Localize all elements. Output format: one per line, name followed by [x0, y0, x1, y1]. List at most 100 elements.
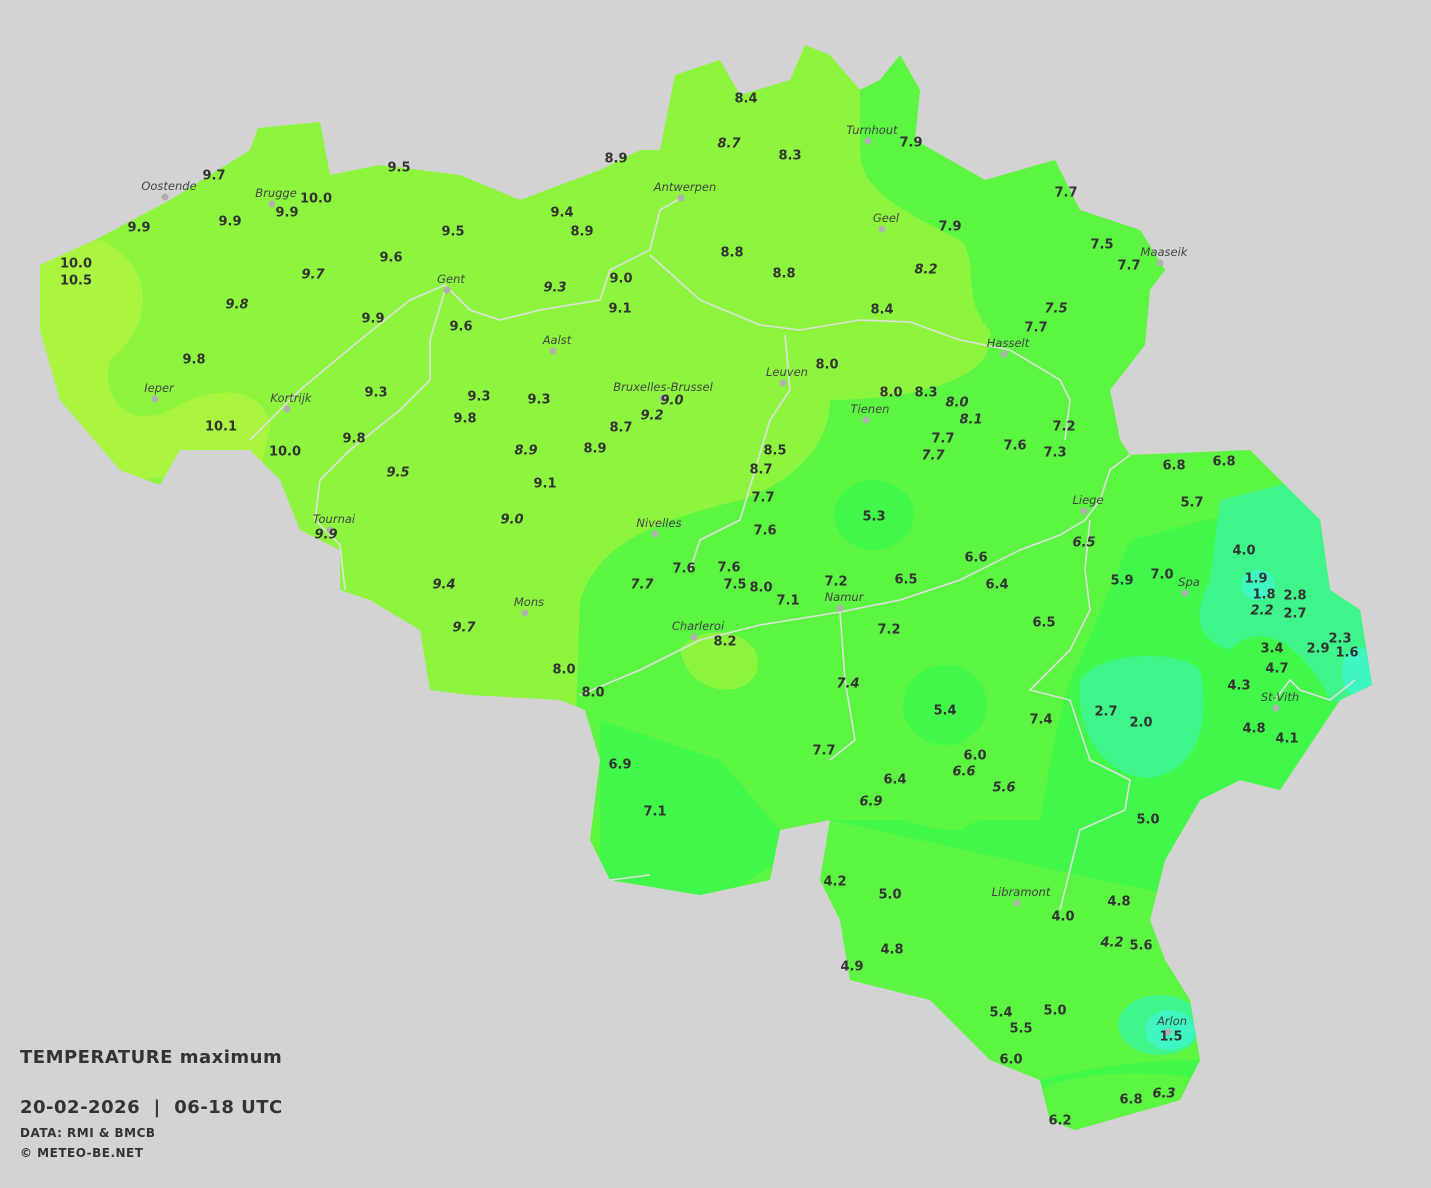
temperature-value: 6.6: [952, 765, 975, 780]
temperature-value: 5.5: [1009, 1022, 1032, 1037]
temperature-value: 2.7: [1094, 705, 1117, 720]
city-label: Kortrijk: [270, 391, 313, 405]
temperature-value: 7.4: [1029, 713, 1052, 728]
temperature-value: 3.4: [1260, 642, 1283, 657]
city-dot: [326, 526, 334, 534]
temperature-value: 8.7: [749, 463, 772, 478]
city-dot: [690, 633, 698, 641]
temperature-value: 6.0: [999, 1053, 1022, 1068]
temperature-value: 7.5: [723, 578, 746, 593]
temperature-value: 10.0: [269, 445, 301, 460]
temperature-value: 9.7: [452, 621, 476, 636]
city-label: Nivelles: [636, 516, 681, 530]
city-dot: [283, 405, 291, 413]
temperature-value: 8.3: [914, 386, 937, 401]
city-dot: [1080, 507, 1088, 515]
city-label: Liege: [1072, 493, 1103, 507]
temperature-value: 2.8: [1283, 589, 1306, 604]
temperature-value: 7.7: [630, 578, 654, 593]
temperature-value: 5.6: [992, 781, 1015, 796]
city-dot: [151, 395, 159, 403]
city-label: Hasselt: [987, 336, 1030, 350]
temperature-value: 8.1: [959, 413, 982, 428]
temperature-value: 2.2: [1250, 604, 1273, 619]
temperature-value: 8.0: [879, 386, 902, 401]
temperature-value: 9.1: [533, 477, 556, 492]
temperature-value: 1.6: [1335, 646, 1358, 661]
temperature-value: 6.4: [883, 773, 906, 788]
city-dot: [1181, 589, 1189, 597]
title-main: TEMPERATURE: [20, 1047, 173, 1068]
zone-west-warm: [40, 240, 270, 480]
temperature-value: 9.8: [182, 353, 205, 368]
city-dot: [1156, 259, 1164, 267]
city-dot: [161, 193, 169, 201]
temperature-value: 10.5: [60, 274, 92, 289]
temperature-value: 9.7: [202, 169, 225, 184]
temperature-value: 9.7: [301, 268, 325, 283]
temperature-value: 9.6: [379, 251, 402, 266]
temperature-value: 7.5: [1090, 238, 1113, 253]
city-label: Libramont: [992, 885, 1051, 899]
temperature-value: 7.1: [776, 594, 799, 609]
temperature-value: 7.3: [1043, 446, 1066, 461]
temperature-value: 10.1: [205, 420, 237, 435]
temperature-value: 8.0: [815, 358, 838, 373]
temperature-value: 9.2: [640, 409, 663, 424]
temperature-value: 4.8: [1242, 722, 1265, 737]
zone-cool-centre: [834, 480, 914, 550]
city-dot: [878, 225, 886, 233]
temperature-value: 1.8: [1252, 588, 1275, 603]
temperature-value: 7.7: [1024, 321, 1047, 336]
temperature-value: 2.3: [1328, 632, 1351, 647]
temperature-value: 6.6: [964, 551, 987, 566]
city-dot: [862, 416, 870, 424]
temperature-value: 7.0: [1150, 568, 1173, 583]
temperature-value: 1.5: [1159, 1030, 1182, 1045]
temperature-value: 8.9: [604, 152, 627, 167]
temperature-value: 8.7: [609, 421, 632, 436]
temperature-value: 8.0: [945, 396, 968, 411]
temperature-value: 9.9: [275, 206, 298, 221]
temperature-value: 7.6: [717, 561, 740, 576]
temperature-value: 9.8: [225, 298, 248, 313]
temperature-value: 10.0: [60, 257, 92, 272]
temperature-value: 9.6: [449, 320, 472, 335]
temperature-value: 5.7: [1180, 496, 1203, 511]
temperature-value: 7.7: [751, 491, 774, 506]
period-label: 20-02-2026 | 06-18 UTC: [20, 1097, 283, 1118]
temperature-value: 4.7: [1265, 662, 1288, 677]
temperature-value: 7.6: [1003, 439, 1026, 454]
city-label: Antwerpen: [653, 180, 717, 194]
temperature-value: 5.3: [862, 510, 885, 525]
city-dot: [268, 200, 276, 208]
temperature-value: 6.5: [1032, 616, 1055, 631]
city-label: Leuven: [766, 365, 808, 379]
city-label: Ieper: [144, 381, 175, 395]
temperature-value: 5.4: [933, 704, 956, 719]
temperature-value: 7.9: [938, 220, 961, 235]
temperature-value: 7.7: [921, 449, 945, 464]
temperature-value: 8.4: [734, 92, 757, 107]
temperature-value: 6.5: [894, 573, 917, 588]
temperature-value: 6.5: [1072, 536, 1095, 551]
zone-cold-spot-1: [1241, 570, 1275, 600]
temperature-value: 9.0: [609, 272, 632, 287]
temperature-value: 7.5: [1044, 302, 1067, 317]
temperature-value: 6.0: [963, 749, 986, 764]
temperature-value: 4.1: [1275, 732, 1298, 747]
temperature-value: 7.4: [836, 677, 859, 692]
temperature-value: 9.5: [441, 225, 464, 240]
temperature-value: 4.2: [823, 875, 846, 890]
temperature-value: 8.7: [717, 137, 741, 152]
temperature-value: 10.0: [300, 192, 332, 207]
city-label: St-Vith: [1261, 690, 1299, 704]
temperature-value: 9.3: [543, 281, 566, 296]
temperature-value: 7.7: [931, 432, 954, 447]
temperature-value: 7.2: [877, 623, 900, 638]
city-dot: [1164, 1028, 1172, 1036]
temperature-value: 8.4: [870, 303, 893, 318]
temperature-value: 9.3: [527, 393, 550, 408]
temperature-values: 8.79.79.89.39.09.28.99.59.09.99.49.77.78…: [60, 92, 1359, 1129]
